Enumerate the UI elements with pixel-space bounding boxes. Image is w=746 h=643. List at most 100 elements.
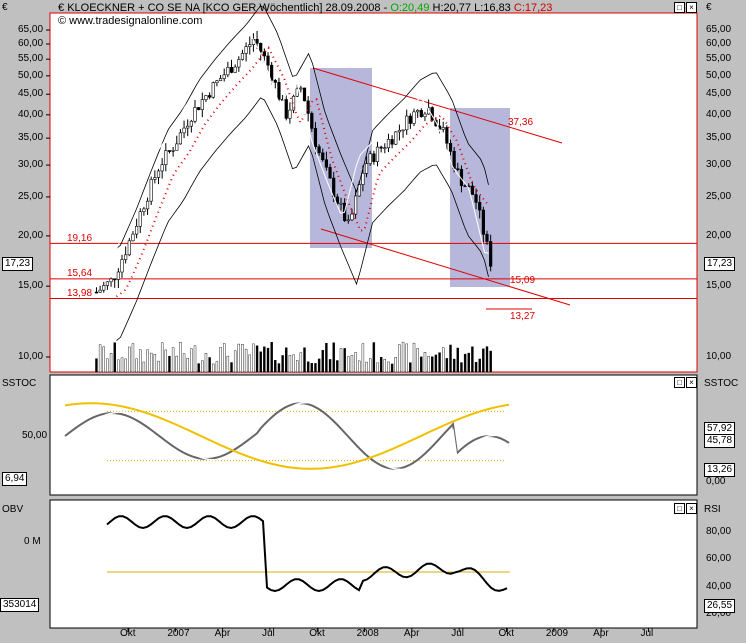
rsi-tick-20: 20,00 xyxy=(706,608,732,619)
price-tick-left-1: 60,00 xyxy=(18,37,44,49)
volume-bar-18 xyxy=(160,342,164,373)
rsi-tick-80: 80,00 xyxy=(706,526,732,537)
volume-bar-15 xyxy=(150,352,153,373)
volume-bar-93 xyxy=(434,354,438,373)
volume-bar-57 xyxy=(303,347,306,373)
volume-bar-96 xyxy=(445,358,449,373)
candle-body-77 xyxy=(375,146,380,162)
ohlc-close: C:17,23 xyxy=(513,2,553,14)
volume-bar-17 xyxy=(157,360,160,373)
candle-body-15 xyxy=(149,179,153,202)
candle-body-19 xyxy=(164,150,168,165)
candle-body-27 xyxy=(193,107,197,122)
candle-body-3 xyxy=(105,281,110,286)
candle-body-62 xyxy=(321,152,325,161)
candle-body-72 xyxy=(357,184,361,197)
volume-bar-54 xyxy=(292,354,295,373)
candle-body-60 xyxy=(313,128,318,147)
chart-header: € KLOECKNER + CO SE NA [KCO GER Wöchentl… xyxy=(58,2,552,14)
volume-bar-43 xyxy=(252,343,255,373)
candle-body-86 xyxy=(408,115,412,124)
obv-tick-0m: 0 M xyxy=(24,536,41,547)
candle-body-71 xyxy=(354,195,358,215)
candle-body-5 xyxy=(113,278,117,281)
volume-bar-38 xyxy=(233,350,237,373)
volume-bar-98 xyxy=(452,358,456,373)
price-tick-right-11: 10,00 xyxy=(706,351,732,362)
volume-bar-104 xyxy=(474,361,478,373)
volume-bar-59 xyxy=(310,363,314,373)
candle-body-50 xyxy=(277,82,281,100)
volume-bar-69 xyxy=(347,356,350,373)
price-tick-right-9: 20,00 xyxy=(706,229,732,241)
candle-body-17 xyxy=(156,170,161,178)
volume-bar-48 xyxy=(270,342,273,373)
candle-body-22 xyxy=(175,143,179,151)
window-close-icon[interactable]: × xyxy=(686,2,697,13)
candle-body-7 xyxy=(120,259,124,273)
candle-body-95 xyxy=(441,127,445,130)
price-panel-bg xyxy=(49,12,698,373)
candle-body-107 xyxy=(485,233,489,242)
volume-bar-44 xyxy=(255,345,259,373)
sstoc-value-2: 45,78 xyxy=(704,434,736,448)
volume-bar-55 xyxy=(296,360,299,373)
candle-body-32 xyxy=(211,82,215,98)
volume-bar-71 xyxy=(354,352,357,373)
candle-body-39 xyxy=(237,59,241,68)
channel-label-13-27: 13,27 xyxy=(510,311,536,322)
price-tick-left-2: 55,00 xyxy=(18,53,44,65)
obv-line xyxy=(106,515,508,593)
volume-bar-9 xyxy=(128,346,131,373)
rsi-panel-name: RSI xyxy=(704,504,721,515)
obv-close-icon[interactable]: × xyxy=(686,503,697,514)
candle-body-61 xyxy=(317,146,321,154)
instrument-title: KLOECKNER + CO SE NA [KCO GER Wöchentlic… xyxy=(67,2,388,14)
obv-value-left: 353014 xyxy=(0,598,40,612)
price-tick-left-4: 45,00 xyxy=(18,88,44,100)
x-axis-label-5: 2008 xyxy=(356,628,379,639)
candle-body-106 xyxy=(481,209,485,235)
candle-body-23 xyxy=(178,132,183,145)
volume-bar-85 xyxy=(405,343,408,373)
volume-bar-5 xyxy=(113,342,116,373)
price-tick-left-10: 15,00 xyxy=(18,280,44,292)
sstoc-restore-icon[interactable]: □ xyxy=(674,377,685,388)
volume-bar-40 xyxy=(241,344,244,373)
candle-body-49 xyxy=(273,80,277,83)
candle-body-90 xyxy=(423,113,427,117)
volume-bar-108 xyxy=(489,350,492,373)
candle-body-30 xyxy=(204,95,208,100)
candle-body-74 xyxy=(364,163,369,174)
obv-restore-icon[interactable]: □ xyxy=(674,503,685,514)
candle-body-75 xyxy=(368,153,372,164)
candle-body-8 xyxy=(124,254,128,260)
credit-text: © www.tradesignalonline.com xyxy=(58,15,203,27)
candle-body-47 xyxy=(266,55,270,66)
volume-bar-91 xyxy=(427,356,430,373)
window-restore-icon[interactable]: □ xyxy=(674,2,685,13)
volume-bar-73 xyxy=(361,343,365,373)
x-axis-label-6: Apr xyxy=(403,628,420,639)
price-tick-left-8: 25,00 xyxy=(18,190,44,202)
price-tick-left-0: 65,00 xyxy=(18,24,44,35)
x-axis-label-2: Apr xyxy=(214,628,231,639)
volume-bar-7 xyxy=(120,357,124,373)
volume-bar-49 xyxy=(274,360,277,373)
sar-dotted-line xyxy=(115,46,490,298)
volume-bar-19 xyxy=(164,349,168,373)
price-tick-left-6: 35,00 xyxy=(18,132,44,144)
volume-bar-46 xyxy=(263,346,266,373)
price-tick-left-3: 50,00 xyxy=(18,69,44,81)
price-tick-left-7: 30,00 xyxy=(18,159,44,171)
volume-bar-84 xyxy=(401,341,405,373)
candle-body-93 xyxy=(434,119,438,127)
sstoc-close-icon[interactable]: × xyxy=(686,377,697,388)
candle-body-88 xyxy=(416,110,420,113)
volume-bar-41 xyxy=(244,348,248,373)
level-label-13-98: 13,98 xyxy=(67,288,93,299)
volume-bar-94 xyxy=(438,352,441,373)
candle-body-37 xyxy=(229,67,234,73)
volume-bar-90 xyxy=(423,352,427,373)
